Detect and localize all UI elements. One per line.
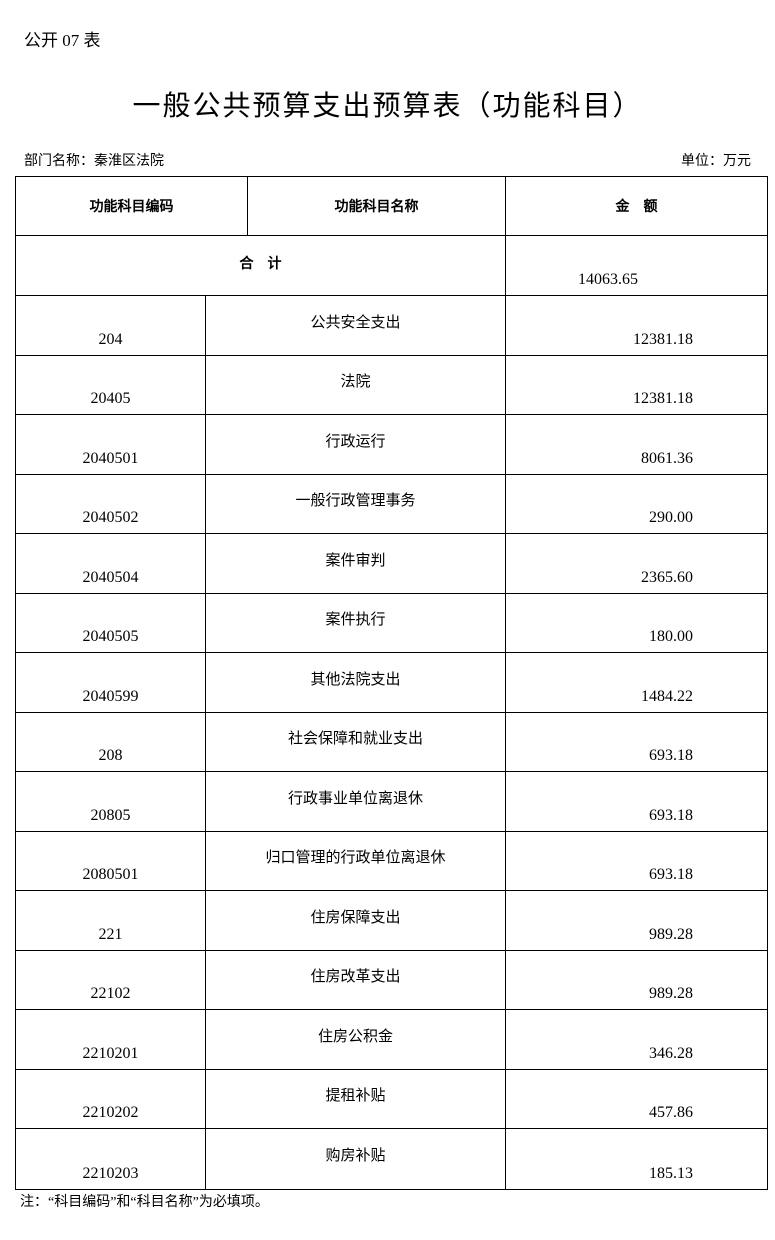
row-amount: 8061.36: [641, 449, 693, 467]
row-name: 住房保障支出: [206, 891, 506, 950]
page-title: 一般公共预算支出预算表（功能科目）: [132, 89, 643, 122]
table-row: 2040501 行政运行 8061.36: [16, 415, 767, 475]
row-name: 其他法院支出: [206, 653, 506, 712]
row-amount: 12381.18: [633, 390, 693, 407]
row-amount: 693.18: [649, 866, 693, 883]
row-amount: 1484.22: [641, 687, 693, 705]
table-header-row: 功能科目编码 功能科目名称 金 额: [16, 177, 767, 236]
row-amount: 12381.18: [633, 330, 693, 348]
row-name: 行政事业单位离退休: [206, 772, 506, 831]
row-code: 2080501: [16, 831, 206, 890]
table-row: 22102 住房改革支出 989.28: [16, 950, 767, 1010]
table-row: 2040504 案件审判 2365.60: [16, 534, 767, 594]
row-amount: 290.00: [649, 509, 693, 526]
row-code: 204: [16, 296, 206, 355]
table-row: 2040502 一般行政管理事务 290.00: [16, 474, 767, 534]
table-row: 20805 行政事业单位离退休 693.18: [16, 772, 767, 832]
header-code: 功能科目编码: [16, 177, 248, 235]
row-code: 221: [16, 891, 206, 950]
row-amount: 185.13: [649, 1164, 693, 1182]
table-row: 2040599 其他法院支出 1484.22: [16, 653, 767, 713]
row-amount: 2365.60: [641, 568, 693, 586]
row-name: 案件审判: [206, 534, 506, 593]
row-name: 购房补贴: [206, 1129, 506, 1189]
unit-label: 单位：万元: [681, 154, 751, 169]
row-code: 2210203: [16, 1129, 206, 1189]
table-row: 2210203 购房补贴 185.13: [16, 1129, 767, 1189]
row-code: 2210202: [16, 1069, 206, 1128]
footnote: 注：“科目编码”和“科目名称”为必填项。: [20, 1195, 269, 1210]
table-row: 20405 法院 12381.18: [16, 355, 767, 415]
row-amount: 180.00: [649, 628, 693, 645]
row-amount: 457.86: [649, 1104, 693, 1121]
row-name: 住房改革支出: [206, 950, 506, 1009]
header-name: 功能科目名称: [248, 177, 506, 235]
form-number: 公开 07 表: [24, 31, 101, 50]
table-row: 2080501 归口管理的行政单位离退休 693.18: [16, 831, 767, 891]
row-code: 22102: [16, 950, 206, 1009]
row-name: 提租补贴: [206, 1069, 506, 1128]
row-name: 案件执行: [206, 593, 506, 652]
row-amount: 693.18: [649, 806, 693, 824]
row-amount: 693.18: [649, 747, 693, 764]
table-row: 221 住房保障支出 989.28: [16, 891, 767, 951]
row-code: 2040599: [16, 653, 206, 712]
department-name: 部门名称：秦淮区法院: [24, 154, 164, 169]
row-code: 208: [16, 712, 206, 771]
table-row: 2040505 案件执行 180.00: [16, 593, 767, 653]
table-row: 208 社会保障和就业支出 693.18: [16, 712, 767, 772]
row-name: 住房公积金: [206, 1010, 506, 1069]
row-code: 20405: [16, 355, 206, 414]
row-code: 2040504: [16, 534, 206, 593]
row-code: 2040505: [16, 593, 206, 652]
row-name: 公共安全支出: [206, 296, 506, 355]
table-row: 204 公共安全支出 12381.18: [16, 296, 767, 356]
row-name: 一般行政管理事务: [206, 474, 506, 533]
row-amount: 346.28: [649, 1044, 693, 1062]
table-row: 2210201 住房公积金 346.28: [16, 1010, 767, 1070]
row-code: 2040501: [16, 415, 206, 474]
header-amount: 金 额: [615, 199, 658, 215]
row-amount: 989.28: [649, 925, 693, 943]
row-name: 行政运行: [206, 415, 506, 474]
total-amount: 14063.65: [578, 271, 638, 288]
row-name: 法院: [206, 355, 506, 414]
table-row: 2210202 提租补贴 457.86: [16, 1069, 767, 1129]
budget-table: 功能科目编码 功能科目名称 金 额 合 计 14063.65 204 公共安全支出…: [15, 176, 768, 1190]
row-name: 归口管理的行政单位离退休: [206, 831, 506, 890]
row-amount: 989.28: [649, 985, 693, 1002]
row-code: 2210201: [16, 1010, 206, 1069]
total-row: 合 计 14063.65: [16, 236, 767, 296]
row-code: 2040502: [16, 474, 206, 533]
total-label: 合 计: [16, 236, 506, 295]
row-code: 20805: [16, 772, 206, 831]
row-name: 社会保障和就业支出: [206, 712, 506, 771]
